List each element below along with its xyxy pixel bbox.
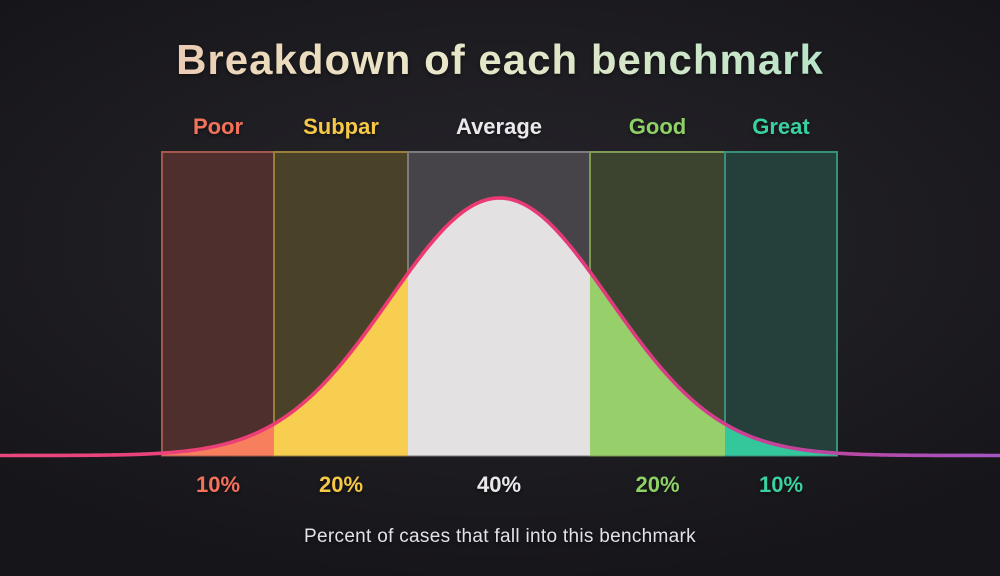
area-fill-poor xyxy=(162,424,274,456)
percent-labels-row: 10% 20% 40% 20% 10% xyxy=(0,473,1000,503)
area-fill-average xyxy=(408,198,590,456)
area-fill-great xyxy=(725,424,837,456)
distribution-curve xyxy=(0,196,1000,458)
benchmark-label-great: Great xyxy=(752,114,810,139)
x-axis-caption: Percent of cases that fall into this ben… xyxy=(304,526,696,547)
panel-great xyxy=(724,151,838,457)
benchmark-label-subpar: Subpar xyxy=(303,114,379,139)
percent-label-great: 10% xyxy=(758,472,804,497)
percent-label-good: 20% xyxy=(635,472,680,497)
benchmark-label-average: Average xyxy=(455,114,543,139)
percent-label-average: 40% xyxy=(476,472,522,497)
percent-label-subpar: 20% xyxy=(318,472,364,497)
benchmark-labels-row: Poor Subpar Average Good Great xyxy=(0,115,1000,145)
panel-poor xyxy=(161,151,275,457)
percent-label-poor: 10% xyxy=(195,472,241,497)
benchmark-label-good: Good xyxy=(628,114,687,139)
benchmark-label-poor: Poor xyxy=(192,114,244,139)
chart-title: Breakdown of each benchmark xyxy=(0,36,1000,84)
